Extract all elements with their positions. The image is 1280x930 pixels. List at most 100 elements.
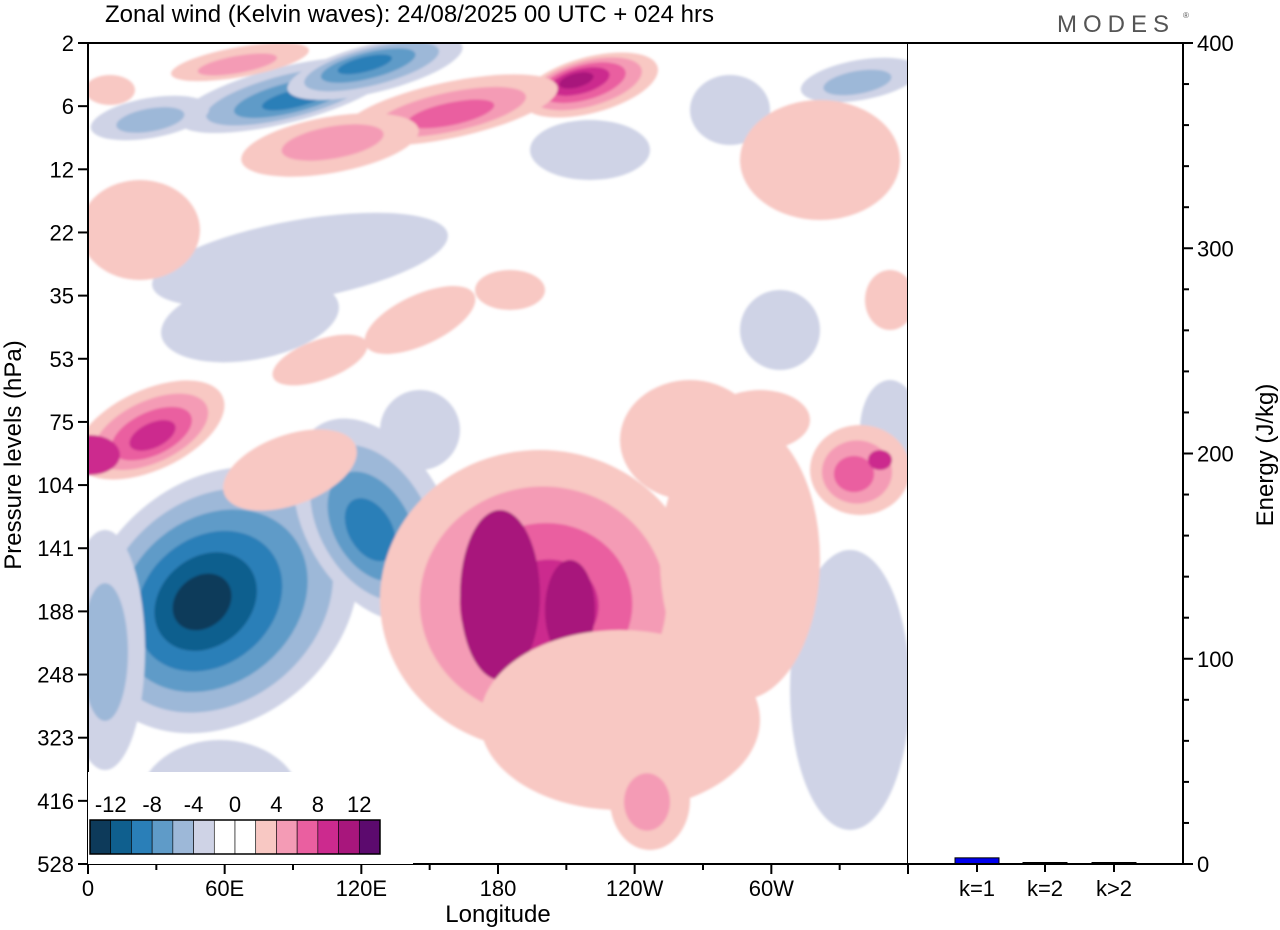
contour-region: [475, 270, 545, 310]
colorbar-swatch: [276, 819, 298, 855]
energy-category-label: k=1: [959, 876, 995, 901]
energy-axis: 0 100 200 300 400: [1183, 31, 1234, 877]
y-tick-label: 22: [50, 220, 74, 245]
contour-region: [624, 773, 670, 831]
colorbar-swatch: [131, 819, 153, 855]
colorbar-label: 12: [347, 792, 371, 817]
contour-region: [740, 100, 900, 220]
contour-region: [380, 390, 460, 470]
contour-region: [868, 450, 892, 470]
colorbar-frame: [89, 819, 381, 855]
y-tick-label: 416: [37, 789, 74, 814]
colorbar-label: -4: [184, 792, 204, 817]
y-tick-label: 141: [37, 536, 74, 561]
contour-region: [833, 455, 875, 493]
contour-region: [337, 54, 392, 75]
y-tick-label: 35: [50, 284, 74, 309]
contour-region: [344, 498, 396, 562]
x-tick-label: 60E: [205, 876, 244, 901]
colorbar-swatch: [89, 819, 112, 855]
contour-region: [460, 510, 540, 680]
energy-bar-panel: 0 100 200 300 400 k=1 k=2 k>2 Energy (J/kg): [908, 31, 1279, 901]
x-tick-label: 120W: [606, 876, 664, 901]
contour-region: [88, 435, 120, 475]
contour-region: [223, 429, 357, 511]
brand-logo: MODES: [1057, 11, 1175, 38]
contour-region: [152, 212, 448, 308]
energy-categories: k=1 k=2 k>2: [959, 864, 1132, 901]
contour-region: [823, 69, 892, 96]
y-tick-label: 104: [37, 473, 74, 498]
x-axis-label: Longitude: [445, 901, 550, 928]
y-axis-label: Pressure levels (hPa): [0, 340, 27, 569]
colorbar-label: 8: [312, 792, 324, 817]
energy-tick-label: 300: [1197, 236, 1234, 261]
colorbar-swatch: [255, 819, 277, 855]
colorbar-swatch: [213, 819, 236, 855]
contour-region: [161, 277, 339, 363]
x-tick-label: 60W: [749, 876, 794, 901]
colorbar-swatch: [317, 819, 339, 855]
contour-region: [407, 99, 495, 129]
contour-region: [740, 290, 820, 370]
energy-tick-label: 200: [1197, 442, 1234, 467]
contour-region: [530, 120, 650, 180]
energy-axis-label: Energy (J/kg): [1252, 384, 1279, 527]
brand-registered-mark: ®: [1183, 11, 1189, 20]
energy-category-label: k=2: [1027, 876, 1063, 901]
y-tick-label: 528: [37, 852, 74, 877]
contour-region: [116, 107, 185, 133]
heatmap-panel: 0 60E 120E 180 120W 60W 2 6 12 22 35 53 75 104 141 188…: [0, 31, 909, 928]
x-axis: 0 60E 120E 180 120W 60W: [82, 864, 909, 901]
energy-tick-label: 400: [1197, 31, 1234, 56]
colorbar-label: 4: [270, 792, 282, 817]
y-tick-label: 248: [37, 663, 74, 688]
contour-region: [865, 270, 908, 330]
contour-region: [172, 573, 232, 631]
energy-tick-label: 100: [1197, 647, 1234, 672]
chart-title: Zonal wind (Kelvin waves): 24/08/2025 00…: [105, 1, 714, 28]
colorbar-swatches: [89, 819, 381, 855]
contour-region: [88, 75, 135, 105]
x-tick-label: 180: [480, 876, 517, 901]
contour-region: [272, 334, 368, 386]
colorbar-swatch: [338, 819, 360, 855]
contour-region: [197, 53, 278, 76]
energy-category-label: k>2: [1096, 876, 1132, 901]
contour-fill-layer: [88, 43, 908, 860]
y-tick-label: 12: [50, 157, 74, 182]
contour-region: [88, 583, 128, 721]
y-axis: 2 6 12 22 35 53 75 104 141 188 248 323 416 528: [37, 31, 88, 877]
colorbar-label: -8: [142, 792, 162, 817]
colorbar-swatch: [358, 819, 381, 855]
contour-region: [364, 285, 476, 355]
contour-region: [710, 390, 810, 450]
contour-region: [690, 75, 770, 145]
colorbar-label: -12: [95, 792, 127, 817]
colorbar-swatch: [110, 819, 132, 855]
colorbar-swatch: [193, 819, 215, 855]
colorbar-labels: -12 -8 -4 0 4 8 12: [95, 792, 372, 817]
colorbar-swatch: [151, 819, 174, 855]
contour-region: [559, 72, 594, 89]
colorbar-swatch: [234, 819, 257, 855]
y-tick-label: 188: [37, 599, 74, 624]
colorbar-label: 0: [229, 792, 241, 817]
contour-region: [88, 180, 200, 280]
contour-region: [480, 630, 760, 810]
y-tick-label: 6: [62, 94, 74, 119]
x-tick-label: 120E: [336, 876, 387, 901]
colorbar-swatch: [172, 819, 194, 855]
y-tick-label: 323: [37, 726, 74, 751]
energy-tick-label: 0: [1197, 852, 1209, 877]
contour-region: [281, 124, 384, 161]
contour-region: [129, 420, 176, 451]
y-tick-label: 2: [62, 31, 74, 56]
x-tick-label: 0: [82, 876, 94, 901]
y-tick-label: 53: [50, 347, 74, 372]
y-tick-label: 75: [50, 410, 74, 435]
colorbar-swatch: [296, 819, 319, 855]
contour-region: [790, 550, 908, 830]
colorbar-legend: -12 -8 -4 0 4 8 12: [88, 772, 413, 864]
